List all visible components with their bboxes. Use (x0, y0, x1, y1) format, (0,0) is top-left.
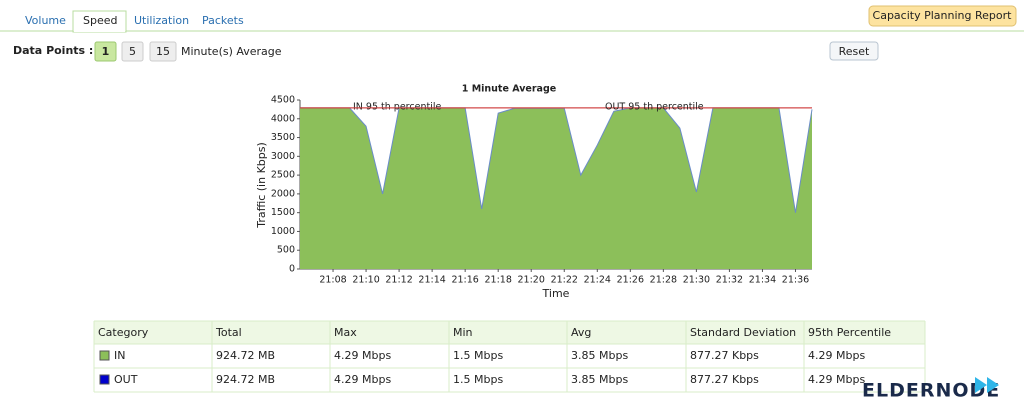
table-header: Category (98, 326, 149, 339)
x-tick-label: 21:10 (352, 275, 379, 286)
x-tick-label: 21:14 (418, 275, 445, 286)
tab[interactable]: Utilization (134, 14, 189, 27)
tab[interactable]: Volume (25, 14, 66, 27)
y-tick-label: 4500 (271, 95, 295, 106)
tab[interactable]: Packets (202, 14, 244, 27)
x-tick-label: 21:22 (551, 275, 578, 286)
table-cell: 4.29 Mbps (808, 349, 865, 362)
table-header: 95th Percentile (808, 326, 891, 339)
table-cell: 924.72 MB (216, 373, 275, 386)
y-tick-label: 3000 (271, 151, 295, 162)
watermark: ELDERNODE (862, 380, 1000, 402)
y-tick-label: 2500 (271, 170, 295, 181)
option-label[interactable]: 1 (102, 45, 110, 58)
table-header: Max (334, 326, 357, 339)
x-tick-label: 21:08 (319, 275, 346, 286)
table-header-bg (94, 321, 925, 344)
option-button[interactable] (121, 41, 144, 62)
table-cell: 1.5 Mbps (453, 349, 503, 362)
percentile-label: IN 95 th percentile (353, 101, 441, 112)
watermark-icon (975, 377, 999, 393)
table-cell: IN (114, 349, 125, 362)
x-tick-label: 21:30 (683, 275, 710, 286)
table-cell: 924.72 MB (216, 349, 275, 362)
y-axis-title: Traffic (in Kbps) (255, 142, 268, 229)
table-cell: 4.29 Mbps (808, 373, 865, 386)
option-button[interactable] (94, 41, 117, 62)
data-points-suffix: Minute(s) Average (181, 45, 282, 58)
table-header: Avg (571, 326, 591, 339)
y-tick-label: 0 (289, 264, 295, 275)
x-tick-label: 21:18 (484, 275, 511, 286)
x-axis-title: Time (542, 287, 570, 300)
table-cell: 1.5 Mbps (453, 373, 503, 386)
table-cell: 877.27 Kbps (690, 373, 759, 386)
y-tick-label: 3500 (271, 132, 295, 143)
report-button-label[interactable]: Capacity Planning Report (873, 9, 1013, 22)
legend-swatch (99, 350, 110, 361)
x-tick-label: 21:20 (518, 275, 545, 286)
x-tick-label: 21:36 (782, 275, 809, 286)
x-tick-label: 21:12 (385, 275, 412, 286)
table-cell: 4.29 Mbps (334, 349, 391, 362)
table-header: Min (453, 326, 473, 339)
option-label[interactable]: 15 (156, 45, 170, 58)
x-tick-label: 21:28 (650, 275, 677, 286)
legend-swatch (99, 374, 110, 385)
y-tick-label: 1000 (271, 226, 295, 237)
x-tick-label: 21:16 (451, 275, 478, 286)
table-cell: OUT (114, 373, 138, 386)
x-tick-label: 21:24 (584, 275, 611, 286)
chart-title: 1 Minute Average (462, 84, 556, 95)
y-tick-label: 500 (277, 245, 295, 256)
table-cell: 877.27 Kbps (690, 349, 759, 362)
y-tick-label: 1500 (271, 207, 295, 218)
area (300, 107, 812, 270)
y-tick-label: 4000 (271, 113, 295, 124)
table-cell: 3.85 Mbps (571, 373, 628, 386)
table-cell: 3.85 Mbps (571, 349, 628, 362)
report-button[interactable] (868, 5, 1017, 27)
table-cell: 4.29 Mbps (334, 373, 391, 386)
y-tick-label: 2000 (271, 188, 295, 199)
x-tick-label: 21:26 (617, 275, 644, 286)
tab[interactable]: Speed (83, 14, 117, 27)
option-label[interactable]: 5 (129, 45, 136, 58)
table-header: Standard Deviation (690, 326, 796, 339)
x-tick-label: 21:32 (716, 275, 743, 286)
reset-button[interactable] (829, 41, 879, 61)
data-points-label: Data Points : (13, 44, 93, 57)
reset-label[interactable]: Reset (839, 45, 870, 58)
percentile-label: OUT 95 th percentile (605, 101, 704, 112)
x-tick-label: 21:34 (749, 275, 776, 286)
option-button[interactable] (149, 41, 177, 62)
table-header: Total (215, 326, 242, 339)
